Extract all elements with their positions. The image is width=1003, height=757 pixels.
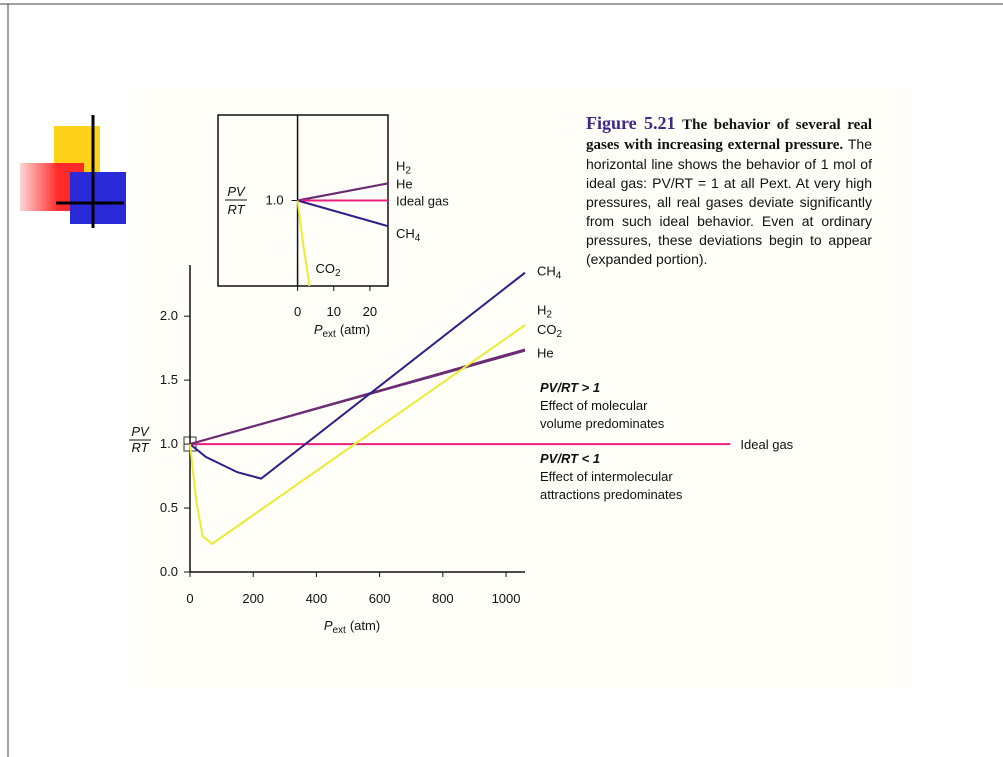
x-tick-label: 400 [306,591,328,606]
x-tick-label: 20 [363,304,377,319]
x-tick-label: 1000 [492,591,521,606]
annotation-text: Effect of intermolecular [540,469,673,484]
annotation-text: attractions predominates [540,487,683,502]
series-label: Ideal gas [740,437,793,452]
x-axis-label-part: ext [332,625,346,636]
x-tick-label: 200 [242,591,264,606]
y-axis-label: PV [227,184,246,199]
y-tick-label: 1.0 [265,193,283,208]
x-axis-label-part: (atm) [340,322,370,337]
x-axis-label-part: (atm) [350,618,380,633]
x-axis-label-part: P [324,618,333,633]
y-tick-label: 0.0 [160,564,178,579]
y-axis-label: RT [227,202,245,217]
y-tick-label: 1.0 [160,436,178,451]
series-label: He [396,176,413,191]
y-tick-label: 1.5 [160,372,178,387]
caption-label: Figure 5.21 [586,113,675,133]
slide: PV/RT > 1 Effect of molecular volume pre… [0,0,1003,757]
y-tick-label: 2.0 [160,308,178,323]
x-tick-label: 800 [432,591,454,606]
annotation-heading: PV/RT < 1 [540,451,600,466]
annotation-heading: PV/RT > 1 [540,380,600,395]
x-tick-label: 10 [327,304,341,319]
series-label: Ideal gas [396,194,449,209]
x-axis-label: Pext (atm) [314,322,370,340]
x-axis-label: Pext (atm) [324,618,380,636]
x-tick-label: 600 [369,591,391,606]
annotation-text: Effect of molecular [540,398,648,413]
x-tick-label: 0 [294,304,301,319]
x-axis-label-part: ext [322,329,336,340]
series-label: He [537,346,554,361]
y-axis-label: PV [131,424,150,439]
caption-text: The horizontal line shows the behavior o… [586,136,872,267]
x-axis-label-part: P [314,322,323,337]
caption: Figure 5.21 The behavior of several real… [586,114,872,269]
y-axis-label: RT [131,440,149,455]
deco-square [70,172,126,224]
y-tick-label: 0.5 [160,500,178,515]
annotation-text: volume predominates [540,416,665,431]
x-tick-label: 0 [186,591,193,606]
